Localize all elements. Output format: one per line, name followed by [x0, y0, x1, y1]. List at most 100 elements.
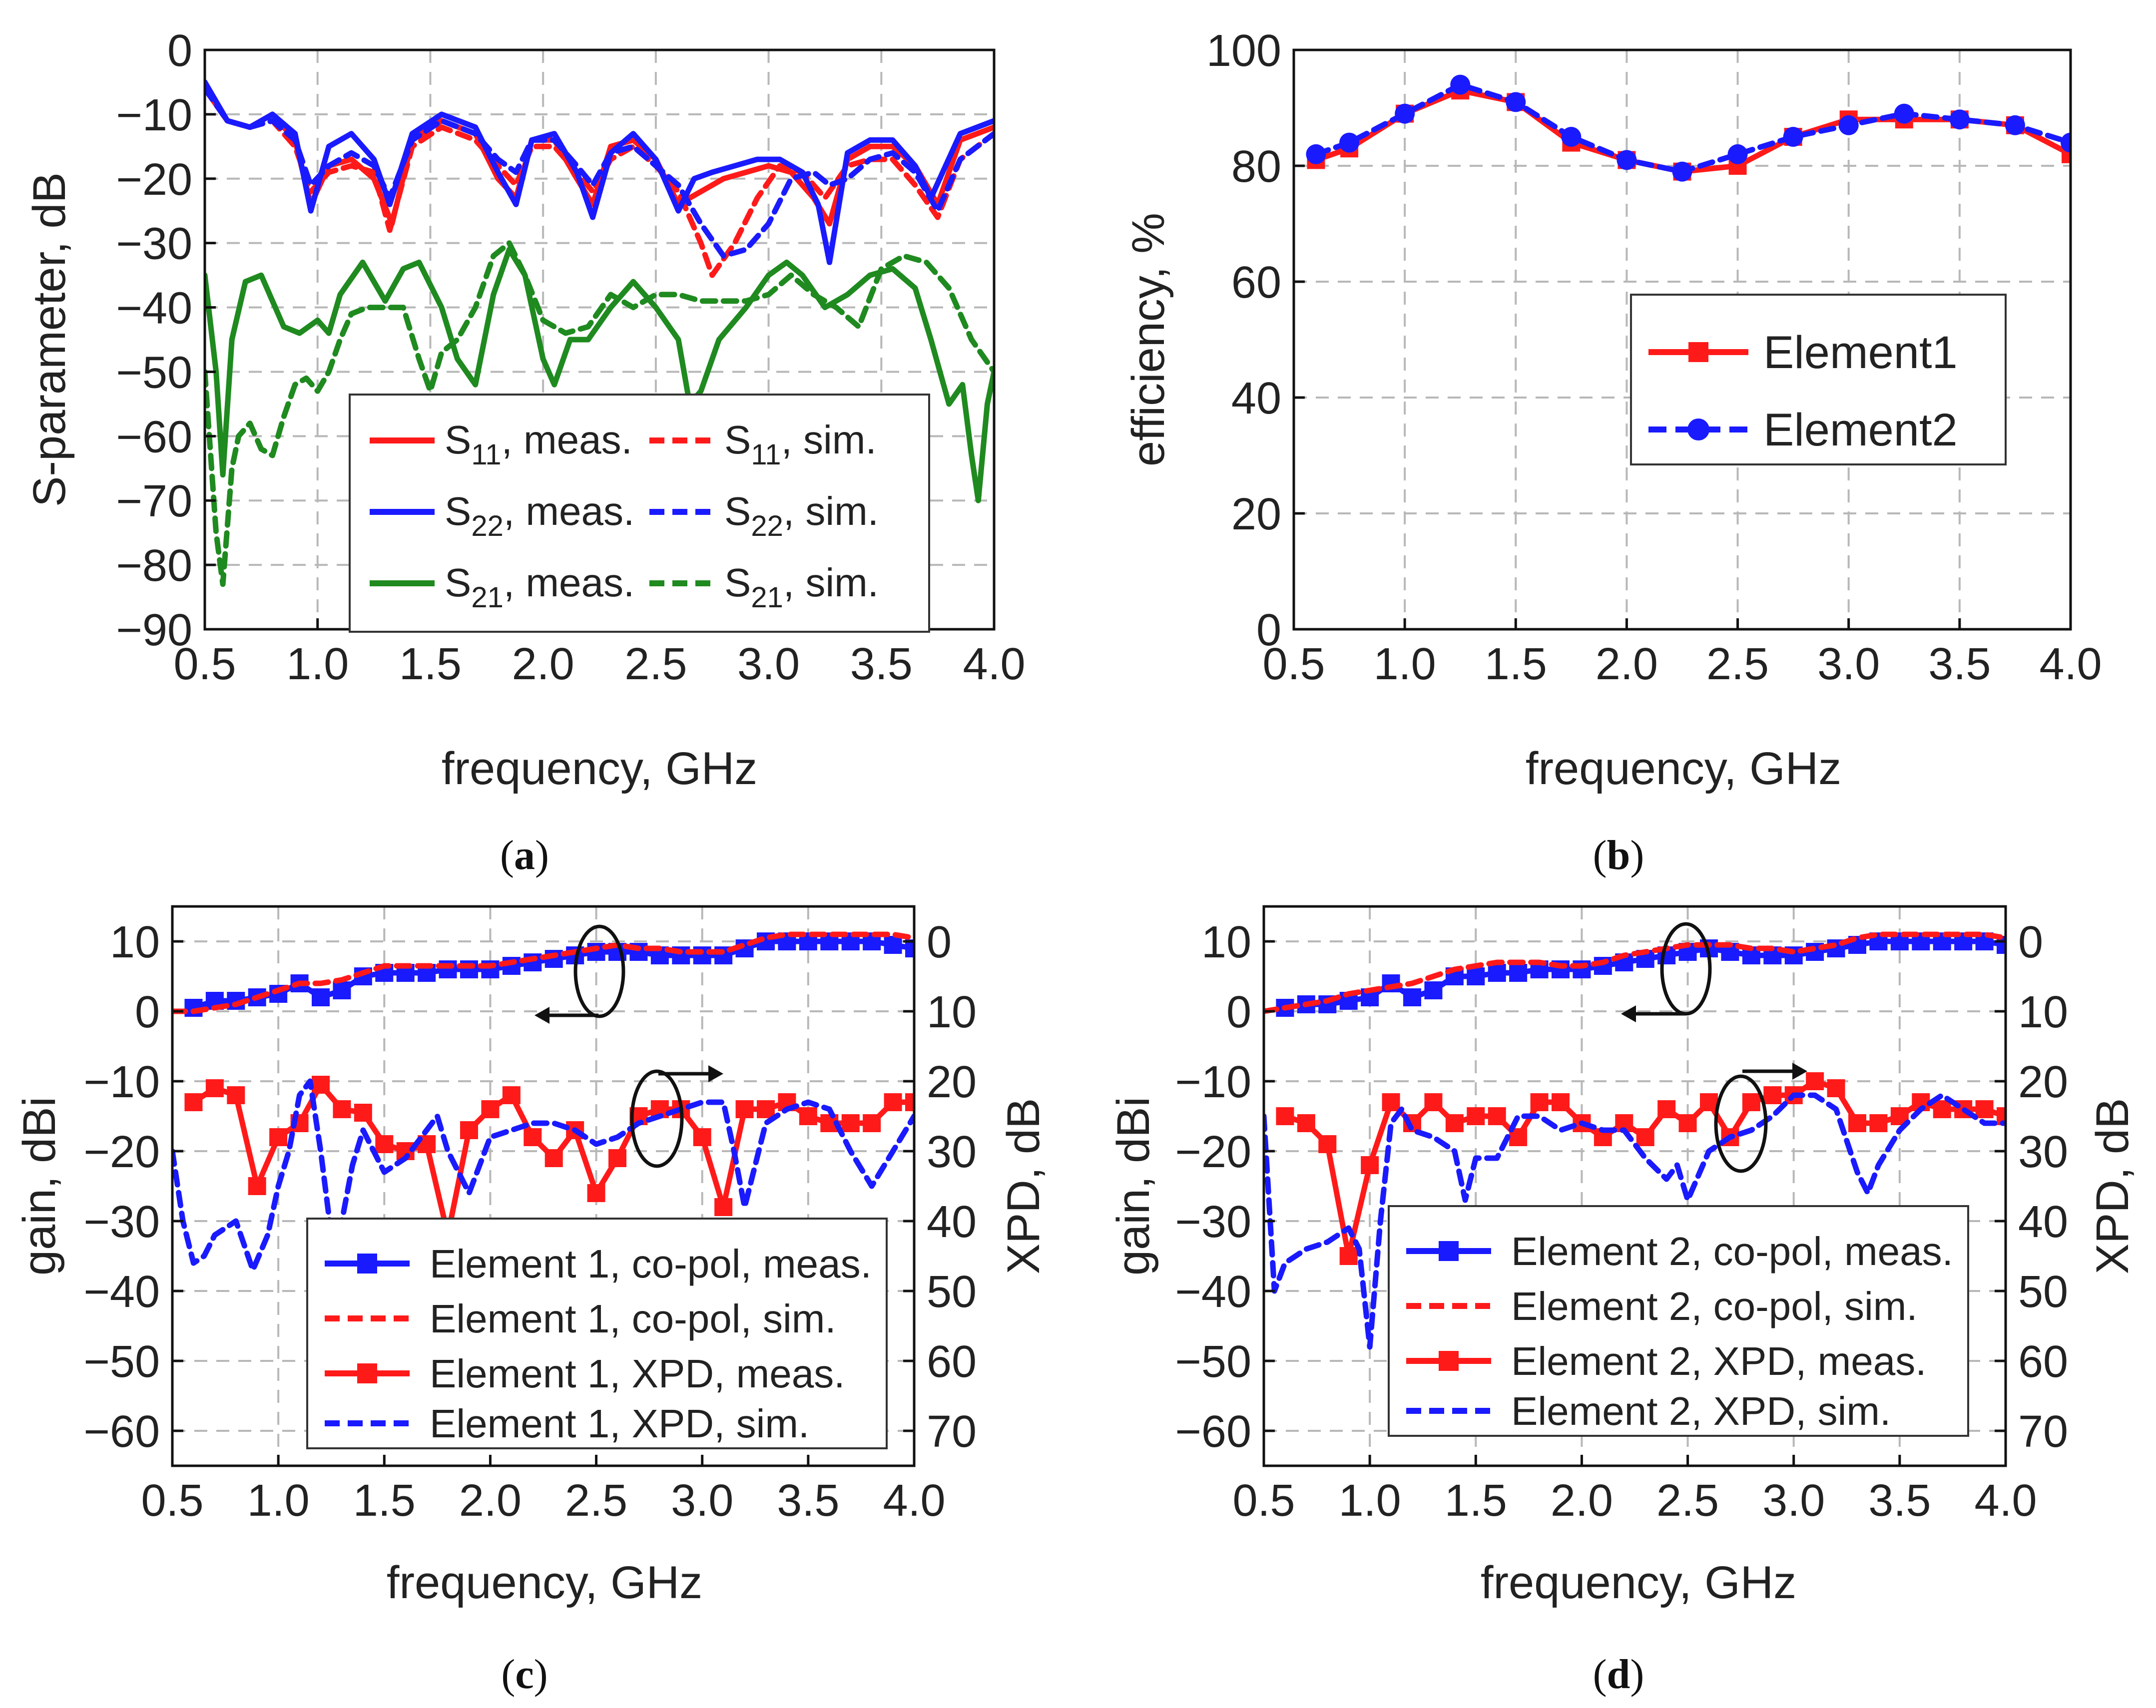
y-tick-label: −40 — [116, 284, 192, 334]
panel-a-legend: S11, meas. S11, sim. S22, meas. S22, sim… — [349, 394, 930, 633]
data-point — [1949, 109, 1970, 130]
panel-a-series — [205, 79, 994, 587]
series-s22-sim — [205, 85, 994, 259]
y-tick-label: −60 — [1175, 1407, 1251, 1457]
data-point — [1657, 1100, 1676, 1118]
panel-c: 0.5 1.0 1.5 2.0 2.5 3.0 3.5 4.0 10 0 −10 −20 −30 −40 −… — [14, 905, 1049, 1698]
panel-c-arrows — [535, 924, 723, 1168]
y-tick-label: −50 — [116, 348, 192, 398]
panel-a-xlabel: frequency, GHz — [442, 743, 757, 794]
data-point — [1467, 1107, 1485, 1125]
panel-d-y2label: XPD, dB — [2087, 1098, 2138, 1275]
y-tick-label: −10 — [83, 1057, 160, 1107]
panel-a-caption: (a) — [500, 832, 549, 878]
data-point — [1403, 988, 1421, 1006]
legend-label-s22-meas: S22, meas. — [445, 489, 634, 542]
legend-entry-e2-xpd-sim: Element 2, XPD, sim. — [1406, 1389, 1891, 1433]
legend-label-s21-sim: S21, sim. — [724, 560, 879, 614]
panel-c-legend-box — [306, 1218, 888, 1449]
x-tick-label: 1.0 — [1339, 1476, 1401, 1526]
x-tick-label: 4.0 — [1974, 1476, 2037, 1526]
legend-marker-e1-copol-meas — [357, 1254, 377, 1274]
panel-a-legend-box — [349, 394, 930, 633]
y2-tick-label: 0 — [2018, 917, 2043, 967]
x-tick-label: 1.0 — [247, 1476, 310, 1526]
legend-entry-s21-sim: S21, sim. — [649, 560, 879, 614]
series-element-2-co-pol-meas — [1276, 932, 2006, 1017]
data-point — [1506, 92, 1526, 112]
data-point — [1530, 1093, 1549, 1111]
x-tick-label: 3.0 — [737, 639, 800, 689]
data-point — [502, 1086, 521, 1104]
data-point — [1488, 1107, 1506, 1125]
y-tick-label: −50 — [83, 1337, 160, 1387]
y-tick-label: −30 — [83, 1197, 160, 1247]
panel-c-right-arrowhead — [708, 1065, 723, 1082]
data-point — [375, 1135, 394, 1153]
panel-c-xpd-ellipse — [630, 1069, 684, 1168]
data-point — [1276, 1107, 1294, 1125]
data-point — [1339, 1247, 1358, 1265]
data-point — [460, 960, 478, 978]
panel-b-ticks: 0.5 1.0 1.5 2.0 2.5 3.0 3.5 4.0 100 80 60 40 20 0 — [1206, 26, 2102, 689]
x-tick-label: 3.5 — [777, 1476, 839, 1526]
data-point — [2005, 115, 2025, 135]
data-point — [248, 1177, 266, 1195]
series-element-2-co-pol-sim — [1264, 931, 2006, 1014]
x-tick-label: 2.5 — [1656, 1476, 1719, 1526]
y-tick-label: −60 — [83, 1407, 160, 1457]
data-point — [587, 1184, 605, 1202]
data-point — [312, 988, 330, 1006]
legend-entry-element2: Element2 — [1648, 405, 1958, 455]
legend-entry-s11-sim: S11, sim. — [649, 418, 877, 471]
y-tick-label: 10 — [110, 917, 160, 967]
legend-marker-e1-xpd-meas — [357, 1363, 377, 1383]
y-tick-label: −40 — [1175, 1267, 1251, 1317]
data-point — [735, 1100, 754, 1118]
y-tick-label: −90 — [116, 605, 192, 655]
panel-d-xlabel: frequency, GHz — [1481, 1557, 1796, 1608]
series-s22-meas — [205, 79, 994, 265]
panel-b-series — [1306, 74, 2071, 182]
data-point — [1783, 127, 1803, 147]
panel-c-legend: Element 1, co-pol, meas. Element 1, co-p… — [306, 1218, 888, 1449]
data-point — [1763, 1086, 1782, 1104]
legend-entry-element1: Element1 — [1648, 327, 1958, 378]
panel-c-frame — [171, 905, 916, 1467]
series-element-2-xpd-meas — [1276, 1072, 2006, 1265]
data-point — [2061, 132, 2071, 153]
y-tick-label: −60 — [116, 412, 192, 462]
y2-tick-label: 60 — [2018, 1337, 2068, 1387]
x-tick-label: 2.0 — [459, 1476, 522, 1526]
data-point — [524, 1128, 542, 1146]
data-point — [312, 1076, 330, 1094]
data-point — [439, 960, 457, 978]
y-tick-label: −10 — [116, 90, 192, 140]
y-tick-label: 100 — [1206, 26, 1281, 76]
data-point — [1297, 1114, 1315, 1132]
y2-tick-label: 70 — [2018, 1407, 2068, 1457]
y2-tick-label: 10 — [2018, 987, 2068, 1037]
data-point — [693, 1128, 711, 1146]
x-tick-label: 2.5 — [1706, 639, 1769, 689]
panel-b-ylabel: efficiency, % — [1123, 213, 1174, 466]
series-line-s22-meas — [205, 79, 994, 265]
data-point — [1339, 132, 1360, 153]
series-line-element-2-co-pol-sim — [1264, 931, 2006, 1014]
data-point — [608, 1149, 626, 1167]
data-point — [1306, 144, 1326, 164]
panel-d-caption: (d) — [1593, 1651, 1644, 1698]
legend-marker-e2-xpd-meas — [1439, 1351, 1459, 1371]
y-tick-label: −20 — [83, 1127, 160, 1177]
legend-label-element2: Element2 — [1763, 405, 1958, 455]
series-line-s22-sim — [205, 85, 994, 259]
panel-b-legend: Element1 Element2 — [1630, 294, 2007, 465]
panel-d-left-arrowhead — [1621, 1005, 1636, 1022]
panel-a-ticks: 0.5 1.0 1.5 2.0 2.5 3.0 3.5 4.0 0 −10 −20 −30 −40 −50… — [116, 26, 1025, 689]
data-point — [481, 1100, 500, 1118]
legend-marker-element1 — [1688, 342, 1708, 362]
legend-label-e2-xpd-sim: Element 2, XPD, sim. — [1511, 1389, 1891, 1433]
panel-d-ticks: 0.5 1.0 1.5 2.0 2.5 3.0 3.5 4.0 10 0 −10 −20 −30 −40 −… — [1175, 917, 2068, 1526]
x-tick-label: 1.5 — [399, 639, 462, 689]
